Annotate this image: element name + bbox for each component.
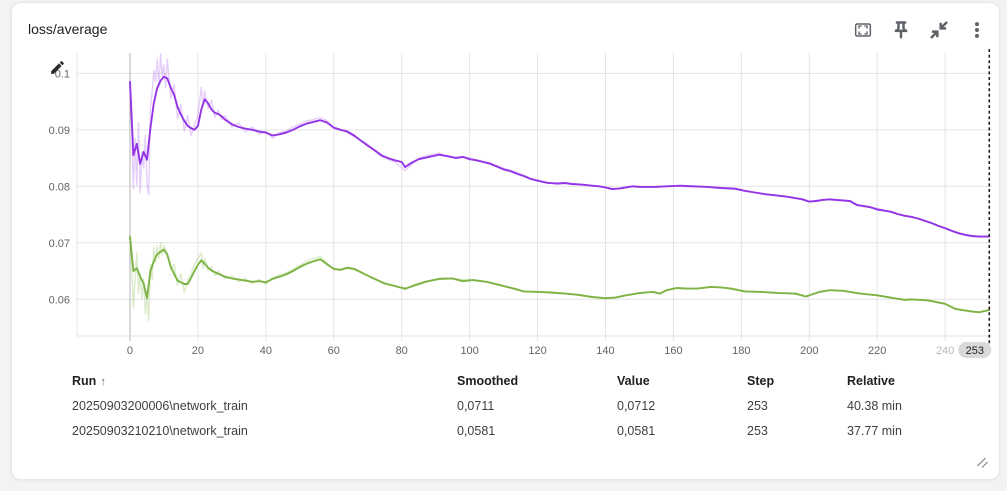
svg-text:0.06: 0.06 (49, 294, 70, 306)
svg-text:80: 80 (396, 345, 408, 357)
svg-text:180: 180 (732, 345, 750, 357)
collapse-button[interactable] (923, 15, 955, 47)
more-vert-icon (967, 20, 987, 43)
run-smoothed: 0,0711 (457, 398, 495, 413)
run-smoothed: 0,0581 (457, 423, 496, 438)
svg-text:120: 120 (528, 345, 546, 357)
col-value[interactable]: Value (617, 374, 650, 388)
svg-text:0: 0 (127, 345, 133, 357)
col-step[interactable]: Step (747, 374, 775, 388)
svg-text:0.08: 0.08 (49, 181, 70, 193)
pin-icon (891, 20, 911, 43)
svg-text:253: 253 (966, 345, 984, 357)
col-run[interactable]: Run ↑ (72, 374, 106, 388)
svg-text:20: 20 (192, 345, 204, 357)
run-name: 20250903200006\network_train (72, 398, 248, 413)
svg-text:0.1: 0.1 (55, 68, 70, 80)
svg-text:0.07: 0.07 (49, 238, 70, 250)
card-toolbar (847, 15, 993, 47)
fit-to-data-icon (853, 20, 873, 43)
pin-button[interactable] (885, 15, 917, 47)
svg-text:60: 60 (328, 345, 340, 357)
runs-table: Run ↑ Smoothed Value Step Relative 202509… (24, 369, 987, 443)
sort-ascending-icon: ↑ (100, 376, 106, 388)
collapse-icon (929, 20, 949, 43)
run-step: 253 (747, 423, 768, 438)
scalar-chart-card: loss/average (11, 2, 1000, 480)
svg-text:220: 220 (868, 345, 886, 357)
run-relative: 37.77 min (847, 423, 902, 438)
run-value: 0,0712 (617, 398, 656, 413)
col-smoothed[interactable]: Smoothed (457, 374, 519, 388)
pencil-cursor-icon (49, 59, 66, 76)
table-row[interactable]: 20250903210210\network_train 0,0581 0,05… (24, 418, 987, 443)
run-step: 253 (747, 398, 768, 413)
svg-text:200: 200 (800, 345, 818, 357)
fit-to-data-button[interactable] (847, 15, 879, 47)
runs-table-header: Run ↑ Smoothed Value Step Relative (24, 369, 987, 393)
more-options-button[interactable] (961, 15, 993, 47)
run-relative: 40.38 min (847, 398, 902, 413)
chart-title: loss/average (28, 21, 108, 37)
table-row[interactable]: 20250903200006\network_train 0,0711 0,07… (24, 393, 987, 418)
svg-text:240: 240 (936, 345, 954, 357)
svg-text:160: 160 (664, 345, 682, 357)
svg-text:40: 40 (260, 345, 272, 357)
loss-chart[interactable]: 0.1 0.09 0.08 0.07 0.06 0 20 40 60 80 100 120 140 160… (12, 3, 999, 365)
svg-text:100: 100 (460, 345, 478, 357)
svg-text:0.09: 0.09 (49, 125, 70, 137)
chart-area[interactable]: 0.1 0.09 0.08 0.07 0.06 0 20 40 60 80 100 120 140 160… (12, 3, 999, 365)
col-relative[interactable]: Relative (847, 374, 895, 388)
resize-handle[interactable] (975, 455, 989, 469)
run-value: 0,0581 (617, 423, 656, 438)
run-name: 20250903210210\network_train (72, 423, 248, 438)
svg-text:140: 140 (596, 345, 614, 357)
